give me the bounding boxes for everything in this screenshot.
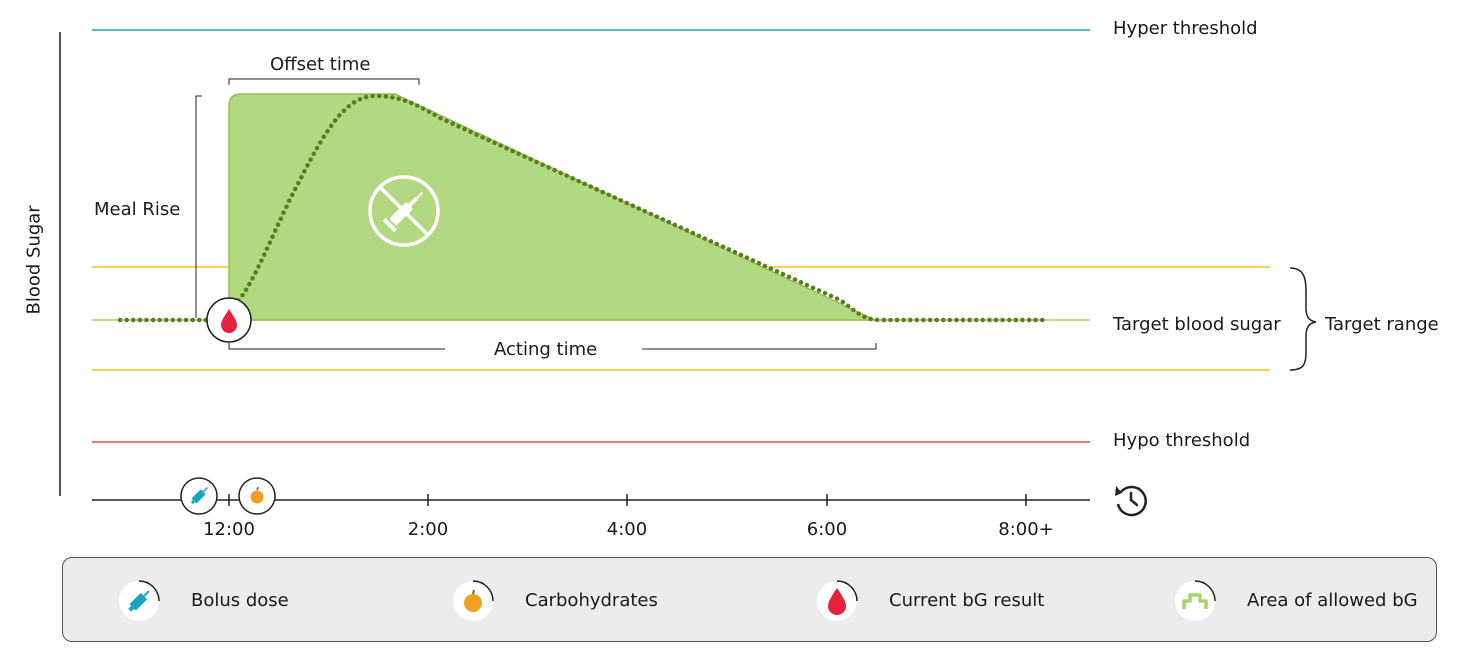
current-bg-marker	[206, 297, 252, 343]
target-range-label: Target range	[1325, 314, 1439, 335]
allowed-area-icon	[1175, 579, 1216, 621]
time-axis-ticks	[228, 494, 1027, 506]
glucose-curve	[117, 93, 1048, 323]
offset-time-label: Offset time	[270, 54, 371, 75]
carbohydrates-marker	[238, 477, 276, 515]
target-blood-sugar-label: Target blood sugar	[1113, 314, 1281, 335]
tick-label: 2:00	[407, 519, 449, 540]
blood-drop-icon	[221, 309, 237, 333]
legend-item-current-bg: Current bG result	[815, 558, 1044, 643]
allowed-bg-area	[228, 93, 876, 321]
tick-label: 12:00	[203, 519, 255, 540]
no-bolus-icon	[368, 175, 440, 247]
history-icon[interactable]	[1115, 485, 1147, 517]
legend-label: Area of allowed bG	[1247, 590, 1418, 611]
tick-label: 8:00+	[998, 519, 1054, 540]
offset-time-bracket	[228, 78, 420, 85]
meal-rise-label: Meal Rise	[94, 199, 181, 220]
syringe-icon	[119, 579, 160, 621]
acting-time-label: Acting time	[494, 339, 598, 360]
meal-rise-bracket	[195, 95, 202, 318]
acting-time-bracket	[228, 343, 877, 350]
tick-label: 6:00	[806, 519, 848, 540]
legend-item-allowed-area: Area of allowed bG	[1173, 558, 1418, 643]
y-axis-label: Blood Sugar	[23, 205, 45, 315]
hypo-threshold-label: Hypo threshold	[1113, 430, 1251, 451]
legend-label: Carbohydrates	[525, 590, 658, 611]
legend-item-carbohydrates: Carbohydrates	[451, 558, 658, 643]
apple-icon	[453, 579, 494, 621]
hyper-threshold-label: Hyper threshold	[1113, 18, 1258, 39]
legend-label: Current bG result	[889, 590, 1045, 611]
legend-item-bolus: Bolus dose	[117, 558, 289, 643]
target-range-brace	[1289, 267, 1317, 371]
tick-label: 4:00	[606, 519, 648, 540]
blood-drop-icon	[817, 579, 858, 621]
legend-panel: Bolus dose Carbohydrates Current bG resu…	[62, 557, 1437, 642]
bolus-dose-marker	[180, 477, 218, 515]
apple-icon	[250, 486, 264, 504]
legend-label: Bolus dose	[191, 590, 289, 611]
